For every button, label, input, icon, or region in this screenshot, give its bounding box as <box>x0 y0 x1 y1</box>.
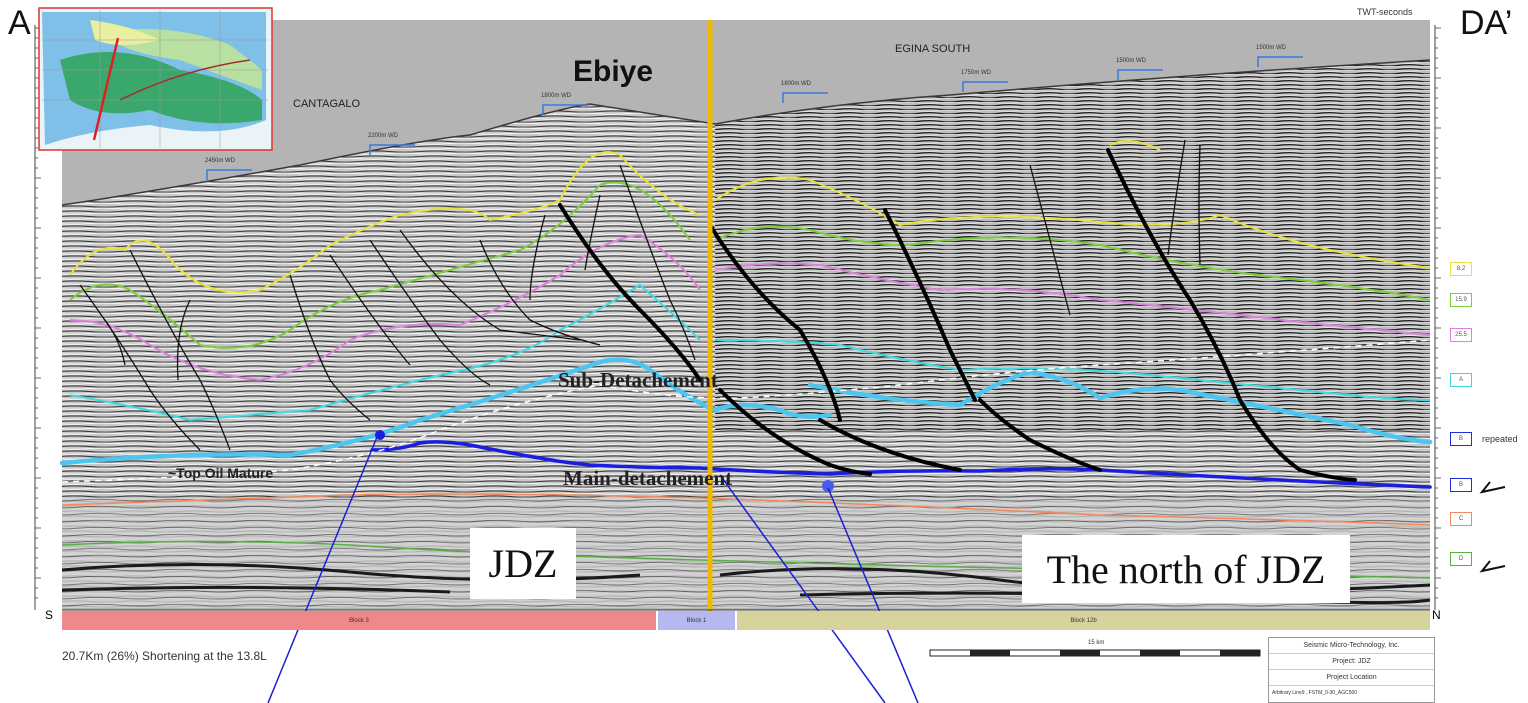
main-detachment-label: Main-detachement <box>563 466 733 490</box>
scale-label: 15 km <box>1088 640 1105 646</box>
credits-location: Project Location <box>1269 670 1434 686</box>
legend-horizon-d: D <box>1450 552 1472 566</box>
legend-horizon-a: A <box>1450 373 1472 387</box>
block-1-bar: Block 1 <box>658 611 735 630</box>
legend-repeated-note: repeated <box>1482 434 1518 444</box>
credits-company: Seismic Micro-Technology, Inc. <box>1269 638 1434 654</box>
marker-east <box>822 480 834 492</box>
legend-horizon-15-9: 15.9 <box>1450 293 1472 307</box>
minor-faults <box>79 139 1201 451</box>
sub-detachment-line <box>59 357 1433 466</box>
section-start-label: A <box>8 4 31 42</box>
seafloor <box>61 59 1431 206</box>
south-label: S <box>45 608 54 622</box>
axis-title: TWT-seconds <box>1357 7 1413 17</box>
ebiye-title: Ebiye <box>573 55 654 88</box>
scale-bar <box>929 649 1261 657</box>
section-end-label: DA’ <box>1460 4 1513 42</box>
east-block-texture <box>715 60 1430 430</box>
time-axis-left <box>34 25 1436 610</box>
water-depth-7: 1500m WD <box>1256 45 1287 51</box>
water-depth-5: 1750m WD <box>961 70 992 76</box>
pointer-lines <box>267 436 919 703</box>
main-detachment-line <box>370 440 1432 489</box>
sub-detachment-label: Sub-Detachement <box>558 368 718 392</box>
water-depth-6: 1500m WD <box>1116 58 1147 64</box>
credits-project: Project: JDZ <box>1269 654 1434 670</box>
legend-horizon-25-5: 25.5 <box>1450 328 1472 342</box>
water-depth-4: 1800m WD <box>781 81 812 87</box>
water-depth-tags <box>206 56 1303 180</box>
legend-horizon-8-2: 8.2 <box>1450 262 1472 276</box>
north-jdz-box: The north of JDZ <box>1022 535 1350 603</box>
legend-horizon-b-repeated: B <box>1450 432 1472 446</box>
horizon-25-5 <box>69 233 1430 382</box>
credits-footer: Arbitrary Line9 , FSTM_0-30_AGC500 <box>1272 690 1358 696</box>
horizons <box>62 140 1430 579</box>
top-oil-mature-label: ~Top Oil Mature <box>168 465 274 481</box>
major-faults <box>558 148 1357 482</box>
horizon-C <box>62 493 1430 526</box>
jdz-box: JDZ <box>470 528 576 599</box>
location-inset-map <box>38 7 273 151</box>
top-oil-mature-line <box>61 339 1431 483</box>
region-egina-south: EGINA SOUTH <box>895 43 971 55</box>
shortening-note: 20.7Km (26%) Shortening at the 13.8L <box>62 649 267 663</box>
deep-strong-reflectors <box>62 562 1430 605</box>
block-3-bar: Block 3 <box>62 611 656 630</box>
axis-ticks-right <box>1435 27 1441 599</box>
region-cantagalo: CANTAGALO <box>293 98 361 110</box>
horizon-8-2 <box>69 140 1430 294</box>
block-12b-bar: Block 12b <box>737 611 1430 630</box>
horizon-arrows <box>1479 481 1506 573</box>
legend-horizon-b: B <box>1450 478 1472 492</box>
credits-box: Seismic Micro-Technology, Inc. Project: … <box>1268 637 1435 703</box>
north-label: N <box>1432 608 1441 622</box>
legend-horizon-c: C <box>1450 512 1472 526</box>
water-depth-3: 1800m WD <box>541 93 572 99</box>
water-depth-2: 2200m WD <box>368 133 399 139</box>
water-depth-1: 2450m WD <box>205 158 236 164</box>
